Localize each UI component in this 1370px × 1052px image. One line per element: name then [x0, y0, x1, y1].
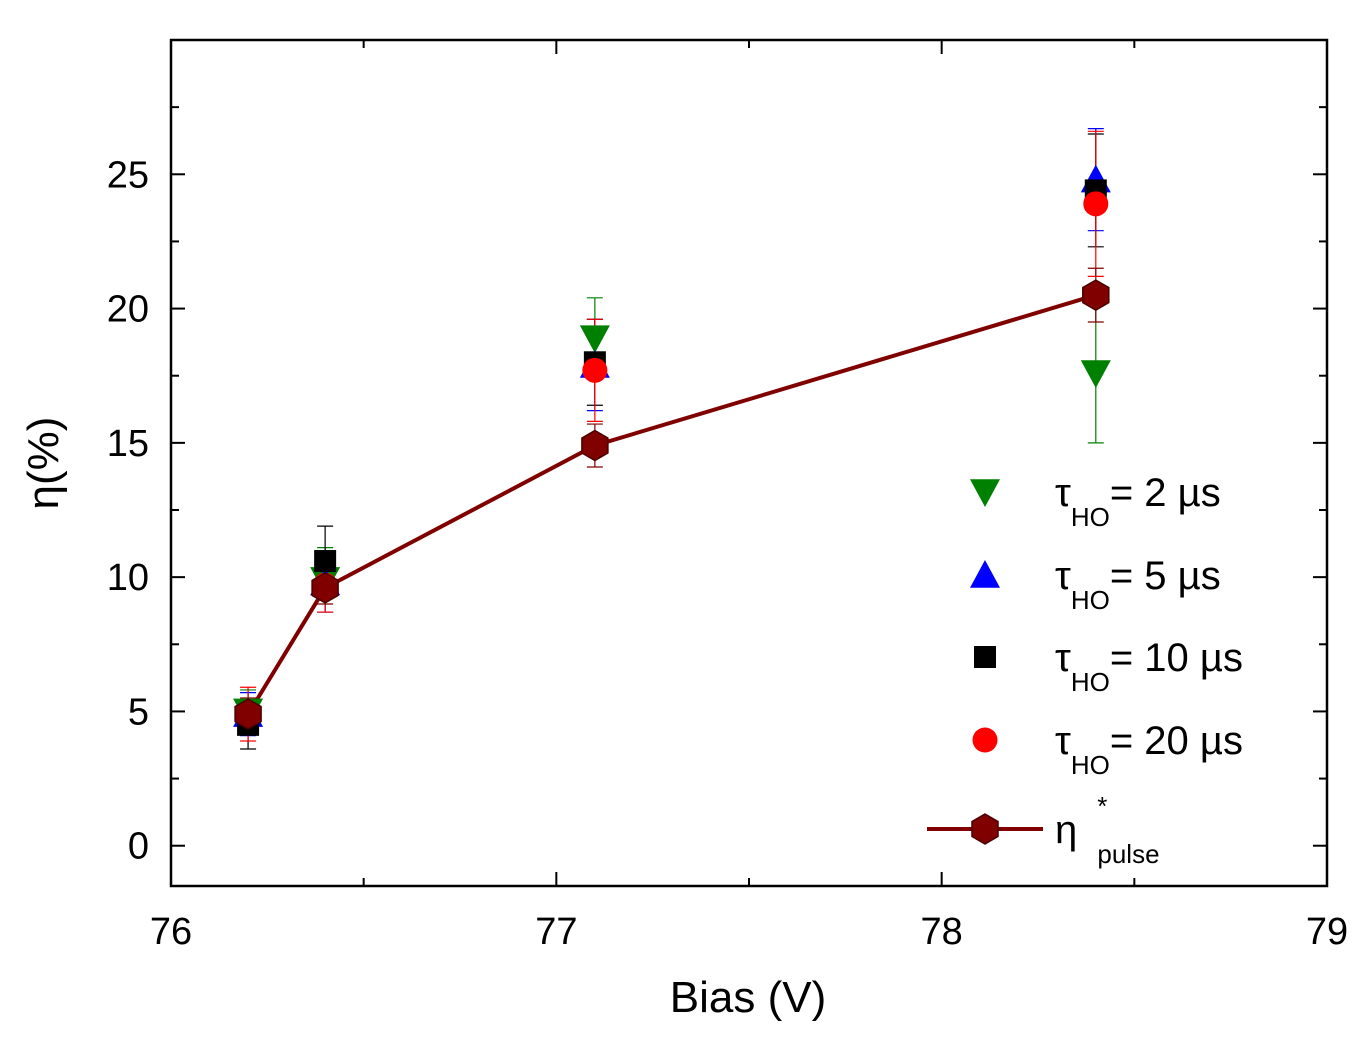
legend-label-triangle-up: τHO= 5 µs — [1055, 554, 1221, 615]
y-axis-title: η(%) — [19, 417, 68, 510]
x-tick-label: 77 — [535, 911, 577, 953]
y-tick-label: 0 — [128, 826, 149, 868]
legend-label-square: τHO= 10 µs — [1055, 636, 1243, 697]
legend-marker-hexagon — [971, 813, 999, 845]
legend-label-hexagon: η* pulse — [1055, 791, 1160, 869]
data-markers — [233, 164, 1111, 736]
data-point-hexagon — [1082, 279, 1110, 311]
legend: τHO= 2 µs τHO= 5 µs τHO= 10 µs τHO= 20 µs η*… — [927, 471, 1243, 869]
x-tick-label: 76 — [150, 911, 192, 953]
data-point-triangle-down — [1080, 360, 1111, 389]
data-point-triangle-down — [579, 325, 610, 354]
legend-marker-triangle-up — [970, 560, 1000, 588]
data-point-hexagon — [311, 572, 339, 604]
x-axis-title: Bias (V) — [670, 973, 826, 1022]
x-tick-label: 79 — [1306, 911, 1348, 953]
y-tick-label: 5 — [128, 691, 149, 733]
data-point-square — [314, 550, 337, 573]
legend-marker-circle — [972, 727, 998, 753]
data-point-circle — [1083, 191, 1109, 217]
data-point-circle — [582, 357, 608, 383]
legend-label-triangle-down: τHO= 2 µs — [1055, 471, 1221, 532]
axis-tick-labels: 76 77 78 79 0 5 10 15 20 25 — [107, 154, 1348, 953]
legend-marker-triangle-down — [970, 479, 1000, 507]
y-tick-label: 25 — [107, 154, 149, 196]
series-line-hexagon — [246, 293, 1097, 716]
series-lines — [246, 293, 1097, 716]
legend-label-circle: τHO= 20 µs — [1055, 719, 1243, 780]
y-tick-label: 10 — [107, 557, 149, 599]
x-tick-label: 78 — [921, 911, 963, 953]
data-point-hexagon — [581, 429, 609, 462]
y-tick-label: 20 — [107, 289, 149, 331]
axis-ticks — [170, 39, 1328, 886]
data-point-hexagon — [234, 698, 262, 730]
legend-marker-square — [974, 646, 996, 668]
y-tick-label: 15 — [107, 423, 149, 465]
